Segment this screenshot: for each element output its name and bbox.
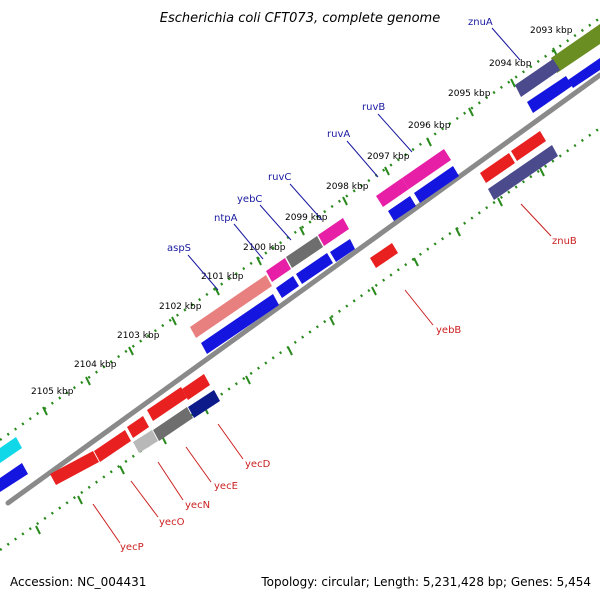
gene-block[interactable] (330, 239, 355, 262)
gene-label: yecO (159, 517, 185, 528)
gene-label: znuA (468, 17, 493, 28)
gene-yebC[interactable] (286, 236, 323, 268)
gene-ntpA[interactable] (266, 258, 291, 282)
gene-block[interactable] (388, 196, 416, 221)
kbp-label: 2095 kbp (448, 89, 491, 99)
gene-block[interactable] (0, 463, 28, 492)
gene-block[interactable] (296, 253, 333, 284)
gene-aspS[interactable] (190, 275, 272, 338)
kbp-labels: 2093 kbp 2094 kbp 2095 kbp 2096 kbp 2097… (31, 26, 573, 397)
gene-label: yebB (436, 325, 461, 336)
gene-yecD[interactable] (188, 390, 220, 418)
inner-major-ticks (35, 167, 545, 535)
gene-block[interactable] (511, 131, 546, 161)
kbp-label: 2096 kbp (408, 121, 451, 131)
genome-backbone (5, 72, 600, 506)
gene-block[interactable] (94, 430, 131, 462)
gene-block[interactable] (276, 276, 299, 298)
gene-yecP[interactable] (50, 451, 99, 485)
kbp-label: 2098 kbp (326, 182, 369, 192)
accession-text: Accession: NC_004431 (10, 575, 146, 589)
inner-gene-labels: znuB yebB yecD yecE yecN yecO yecP (120, 236, 577, 553)
gene-ruvB[interactable] (402, 149, 451, 189)
gene-label: ruvA (327, 129, 350, 140)
gene-block[interactable] (414, 166, 459, 203)
gene-block[interactable] (182, 374, 210, 400)
genome-summary-text: Topology: circular; Length: 5,231,428 bp… (260, 575, 591, 589)
kbp-label: 2100 kbp (243, 243, 286, 253)
gene-label: ruvC (268, 172, 291, 183)
outer-genes (0, 24, 600, 492)
gene-label: yecN (185, 500, 210, 511)
kbp-label: 2102 kbp (159, 302, 202, 312)
gene-yecO[interactable] (127, 416, 149, 438)
gene-label: ruvB (362, 102, 385, 113)
gene-label: yebC (237, 194, 262, 205)
gene-block[interactable] (147, 387, 187, 421)
kbp-label: 2103 kbp (117, 331, 160, 341)
gene-label: yecD (245, 459, 271, 470)
gene-yecN[interactable] (133, 430, 158, 453)
gene-block[interactable] (515, 59, 560, 97)
gene-yebB[interactable] (370, 243, 398, 268)
gene-block[interactable] (568, 58, 600, 88)
gene-ruvA[interactable] (376, 178, 409, 207)
gene-label: yecP (120, 542, 144, 553)
gene-yecE[interactable] (153, 407, 193, 441)
kbp-label: 2099 kbp (285, 213, 328, 223)
gene-ruvC[interactable] (318, 218, 349, 246)
inner-leader-lines (92, 203, 552, 544)
gene-block[interactable] (0, 437, 22, 463)
gene-block[interactable] (201, 294, 279, 354)
gene-label: yecE (214, 481, 238, 492)
gene-label: ntpA (214, 213, 238, 224)
gene-label: aspS (167, 243, 191, 254)
gene-label: znuB (552, 236, 577, 247)
inner-genes (50, 131, 558, 485)
gene-znuA[interactable] (551, 24, 600, 73)
kbp-label: 2104 kbp (74, 360, 117, 370)
kbp-label: 2097 kbp (367, 152, 410, 162)
kbp-label: 2093 kbp (530, 26, 573, 36)
outer-major-ticks (42, 47, 558, 416)
kbp-label: 2094 kbp (489, 59, 532, 69)
gene-block[interactable] (527, 76, 572, 113)
outer-gene-labels: znuA ruvB ruvA ruvC yebC ntpA aspS (167, 17, 493, 254)
kbp-label: 2101 kbp (201, 272, 244, 282)
outer-leader-lines (187, 27, 521, 291)
gene-znuB[interactable] (488, 145, 558, 200)
kbp-label: 2105 kbp (31, 387, 74, 397)
gene-block[interactable] (480, 153, 515, 183)
map-title: Escherichia coli CFT073, complete genome (160, 11, 440, 26)
inner-tick-track (0, 126, 600, 552)
